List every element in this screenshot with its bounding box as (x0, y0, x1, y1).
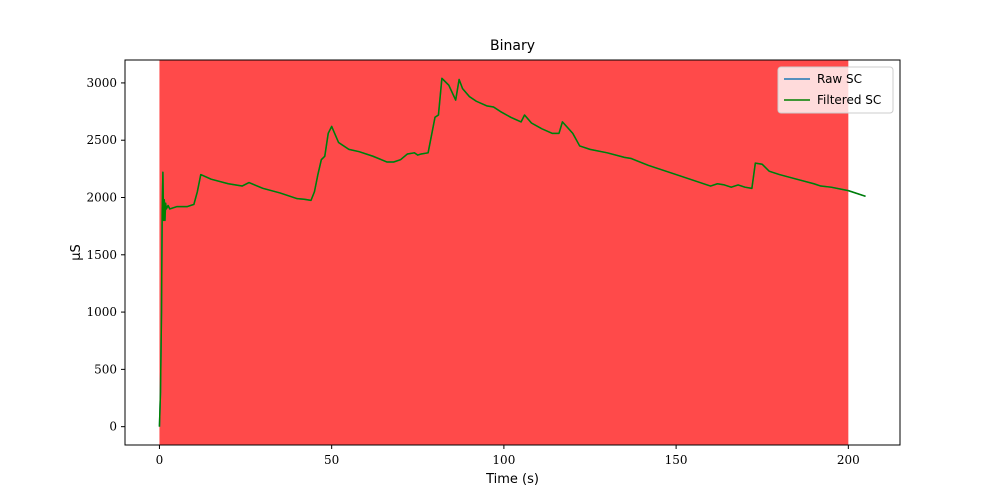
shaded-region (159, 60, 849, 445)
series-line-filtered-sc (158, 77, 866, 427)
x-tick-label: 100 (492, 453, 515, 467)
y-tick-label: 2500 (86, 133, 117, 147)
legend-label-raw-sc: Raw SC (817, 72, 862, 86)
x-tick-label: 50 (324, 453, 339, 467)
y-axis-label: μS (69, 244, 84, 261)
series-layer (158, 77, 866, 427)
y-tick-label: 500 (94, 362, 117, 376)
y-tick-label: 3000 (86, 76, 117, 90)
x-axis: 0 50 100 150 200 (156, 445, 860, 467)
legend-label-filtered-sc: Filtered SC (817, 93, 881, 107)
x-tick-label: 200 (837, 453, 860, 467)
y-axis: 0 500 1000 1500 2000 2500 3000 (86, 76, 125, 434)
chart-title: Binary (490, 38, 535, 54)
legend: Raw SC Filtered SC (777, 66, 894, 114)
axes-frame (124, 59, 901, 446)
x-tick-label: 150 (665, 453, 688, 467)
y-tick-label: 1000 (86, 305, 117, 319)
plot-area (158, 60, 866, 445)
y-tick-label: 0 (109, 420, 117, 434)
y-tick-label: 2000 (86, 191, 117, 205)
y-tick-label: 1500 (86, 248, 117, 262)
x-tick-label: 0 (156, 453, 164, 467)
x-axis-label: Time (s) (485, 472, 539, 487)
